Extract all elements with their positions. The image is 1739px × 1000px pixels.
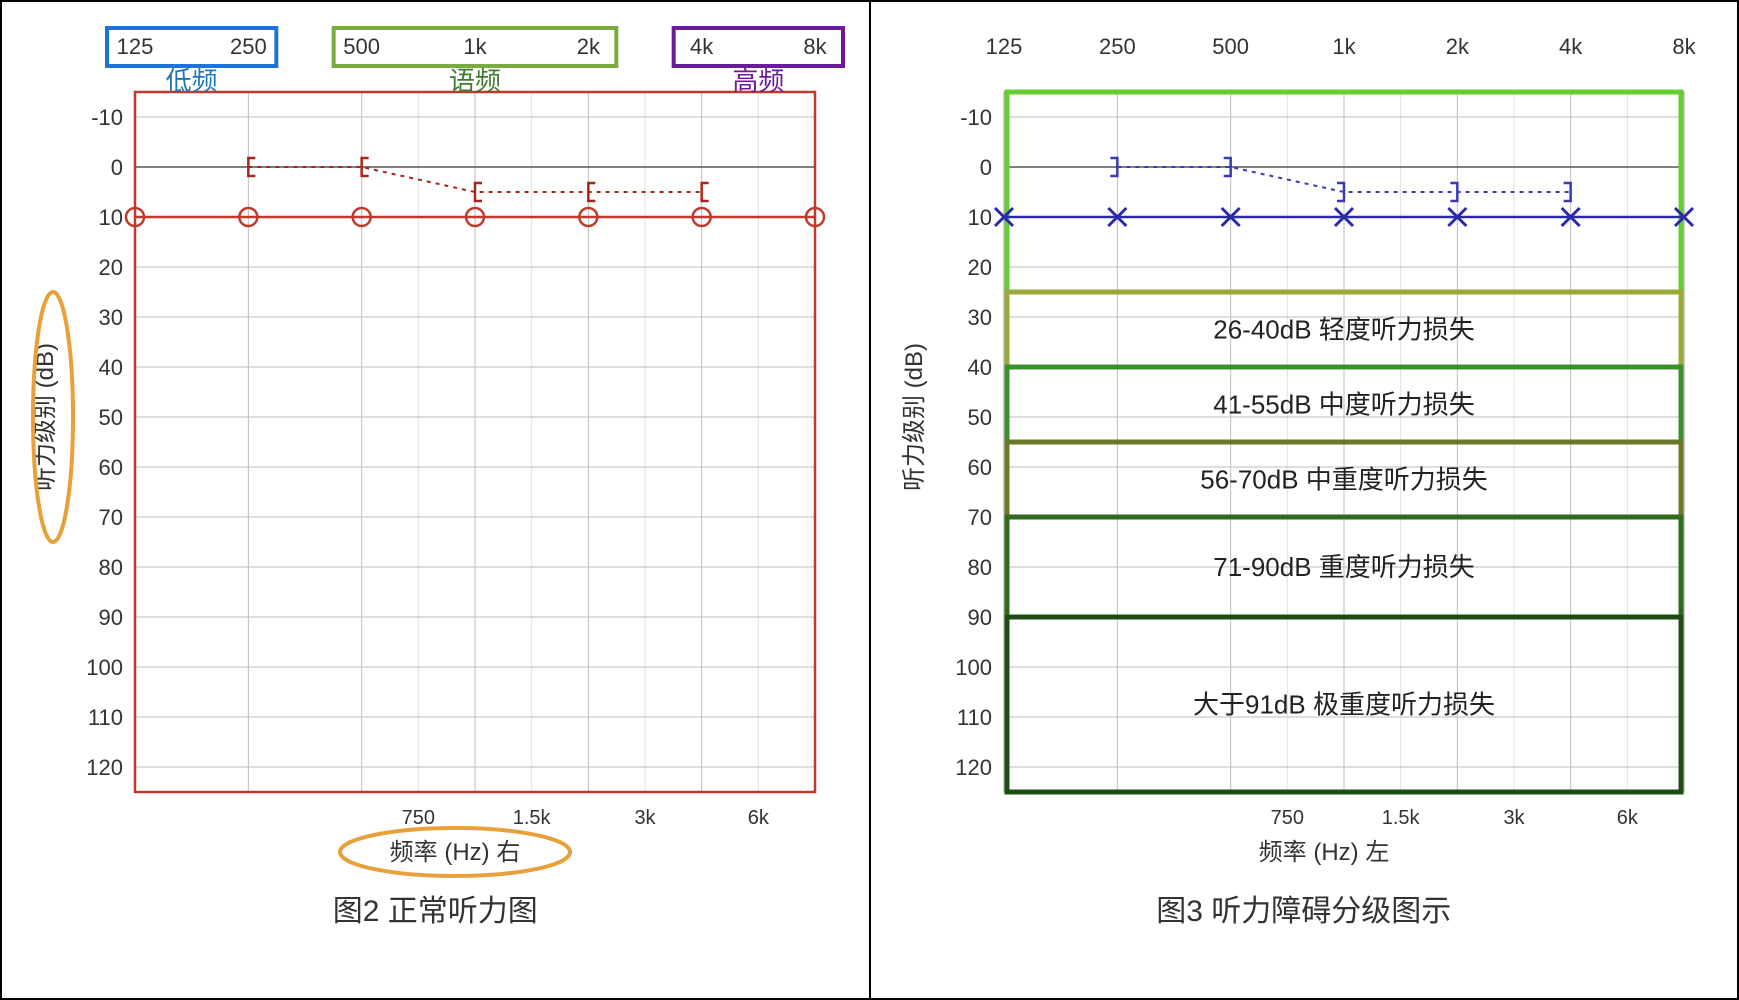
- svg-text:500: 500: [1212, 34, 1249, 59]
- svg-text:40: 40: [967, 355, 991, 380]
- svg-text:50: 50: [99, 405, 123, 430]
- svg-text:110: 110: [957, 705, 992, 730]
- svg-text:1k: 1k: [1332, 34, 1356, 59]
- svg-text:-10: -10: [91, 105, 123, 130]
- svg-text:1.5k: 1.5k: [513, 807, 552, 829]
- svg-text:-10: -10: [960, 105, 992, 130]
- svg-text:听力级别 (dB): 听力级别 (dB): [901, 343, 928, 491]
- svg-text:750: 750: [1270, 807, 1303, 829]
- svg-text:80: 80: [967, 555, 991, 580]
- svg-text:语频: 语频: [449, 66, 501, 96]
- svg-text:频率 (Hz) 右: 频率 (Hz) 右: [390, 839, 521, 866]
- svg-text:250: 250: [230, 34, 267, 59]
- svg-text:0: 0: [111, 155, 123, 180]
- svg-text:1k: 1k: [464, 34, 488, 59]
- svg-text:3k: 3k: [1503, 807, 1525, 829]
- right-chart-wrap: 125 250 500 1k 2k 4k 8k 750 1.5k 3k 6k -10 0 10 20 30 40…: [894, 2, 1714, 882]
- svg-text:3k: 3k: [635, 807, 657, 829]
- svg-text:6k: 6k: [1617, 807, 1639, 829]
- right-panel: 125 250 500 1k 2k 4k 8k 750 1.5k 3k 6k -10 0 10 20 30 40…: [871, 2, 1738, 998]
- svg-text:20: 20: [967, 255, 991, 280]
- svg-text:1.5k: 1.5k: [1382, 807, 1421, 829]
- svg-text:125: 125: [985, 34, 1022, 59]
- svg-text:100: 100: [87, 655, 124, 680]
- svg-text:4k: 4k: [690, 34, 714, 59]
- svg-text:80: 80: [99, 555, 123, 580]
- left-audiogram: 125 250 500 1k 2k 4k 8k 750 1.5k 3k 6k -10 0 10 20 30 40…: [25, 2, 845, 882]
- svg-text:50: 50: [967, 405, 991, 430]
- svg-text:750: 750: [402, 807, 435, 829]
- svg-text:0: 0: [980, 155, 992, 180]
- svg-text:2k: 2k: [1445, 34, 1469, 59]
- svg-text:110: 110: [88, 705, 123, 730]
- svg-text:70: 70: [967, 505, 991, 530]
- svg-text:10: 10: [967, 205, 991, 230]
- svg-text:100: 100: [955, 655, 992, 680]
- svg-text:125: 125: [117, 34, 154, 59]
- svg-text:20: 20: [99, 255, 123, 280]
- left-panel: 125 250 500 1k 2k 4k 8k 750 1.5k 3k 6k -10 0 10 20 30 40…: [2, 2, 871, 998]
- left-chart-wrap: 125 250 500 1k 2k 4k 8k 750 1.5k 3k 6k -10 0 10 20 30 40…: [25, 2, 845, 882]
- svg-text:250: 250: [1099, 34, 1136, 59]
- figure-container: 1252505001k2k4k8k7501.5k3k6k-10010203040…: [0, 0, 1739, 1000]
- svg-text:8k: 8k: [804, 34, 828, 59]
- svg-text:高频: 高频: [733, 66, 785, 96]
- svg-text:120: 120: [955, 755, 992, 780]
- left-caption: 图2 正常听力图: [333, 886, 538, 930]
- svg-text:8k: 8k: [1672, 34, 1696, 59]
- svg-text:60: 60: [967, 455, 991, 480]
- svg-text:90: 90: [967, 605, 991, 630]
- svg-text:26-40dB 轻度听力损失: 26-40dB 轻度听力损失: [1213, 315, 1475, 345]
- svg-text:500: 500: [344, 34, 381, 59]
- svg-text:120: 120: [87, 755, 124, 780]
- svg-text:70: 70: [99, 505, 123, 530]
- svg-text:40: 40: [99, 355, 123, 380]
- svg-text:低频: 低频: [166, 66, 218, 96]
- svg-text:4k: 4k: [1559, 34, 1583, 59]
- svg-text:30: 30: [99, 305, 123, 330]
- svg-text:频率 (Hz) 左: 频率 (Hz) 左: [1258, 839, 1389, 866]
- svg-text:41-55dB 中度听力损失: 41-55dB 中度听力损失: [1213, 390, 1475, 420]
- svg-text:90: 90: [99, 605, 123, 630]
- svg-text:2k: 2k: [577, 34, 601, 59]
- svg-text:10: 10: [99, 205, 123, 230]
- right-audiogram: 125 250 500 1k 2k 4k 8k 750 1.5k 3k 6k -10 0 10 20 30 40…: [894, 2, 1714, 882]
- svg-text:56-70dB 中重度听力损失: 56-70dB 中重度听力损失: [1200, 465, 1488, 495]
- svg-text:30: 30: [967, 305, 991, 330]
- svg-text:6k: 6k: [748, 807, 770, 829]
- svg-text:60: 60: [99, 455, 123, 480]
- svg-text:大于91dB 极重度听力损失: 大于91dB 极重度听力损失: [1193, 690, 1495, 720]
- svg-text:71-90dB 重度听力损失: 71-90dB 重度听力损失: [1213, 552, 1475, 582]
- right-caption: 图3 听力障碍分级图示: [1156, 886, 1451, 930]
